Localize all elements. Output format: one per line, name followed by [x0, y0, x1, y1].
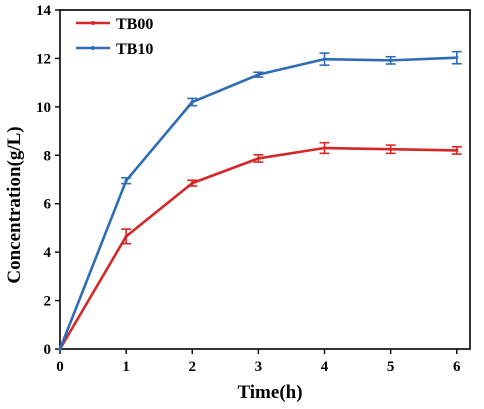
x-tick-label: 1: [122, 359, 130, 375]
data-point-tb10: [256, 73, 260, 77]
data-point-tb10: [389, 58, 393, 62]
data-point-tb10: [58, 347, 62, 351]
x-tick-label: 2: [189, 359, 197, 375]
legend-marker-tb10: [91, 46, 95, 50]
series-line-tb00: [58, 146, 457, 350]
y-tick-label: 2: [44, 294, 52, 310]
data-point-tb00: [455, 148, 459, 153]
legend-label-tb00: TB00: [116, 16, 153, 33]
y-axis-title: Concentration(g/L): [4, 126, 25, 283]
data-point-tb00: [190, 181, 194, 185]
x-tick-label: 0: [56, 359, 64, 375]
data-point-tb00: [322, 146, 327, 150]
y-tick-label: 12: [36, 51, 51, 67]
x-tick-label: 6: [453, 359, 461, 375]
y-tick-label: 4: [44, 245, 52, 261]
series-tb10: [58, 50, 462, 351]
data-point-tb00: [124, 234, 128, 239]
legend-marker-tb00: [91, 21, 95, 25]
data-point-tb10: [455, 56, 459, 60]
y-axis-title-group: Concentration(g/L): [4, 126, 25, 283]
plot-frame: [59, 9, 471, 350]
data-point-tb00: [389, 147, 393, 151]
x-axis-title: Time(h): [237, 382, 302, 403]
legend-label-tb10: TB10: [116, 41, 153, 58]
series-layer: [58, 50, 462, 351]
x-tick-label: 3: [255, 359, 263, 375]
series-tb00: [58, 141, 462, 351]
data-point-tb00: [256, 156, 260, 161]
data-point-tb10: [124, 179, 128, 183]
y-tick-label: 8: [44, 148, 52, 164]
y-tick-label: 6: [44, 197, 52, 213]
data-point-tb10: [322, 57, 327, 61]
series-line-tb10: [58, 56, 457, 350]
y-tick-label: 0: [44, 342, 52, 358]
data-point-tb10: [190, 100, 194, 104]
x-tick-label: 4: [321, 359, 329, 375]
legend: TB00 TB10: [76, 16, 153, 58]
y-tick-label: 14: [36, 3, 52, 19]
y-tick-label: 10: [36, 100, 51, 116]
x-tick-label: 5: [387, 359, 395, 375]
